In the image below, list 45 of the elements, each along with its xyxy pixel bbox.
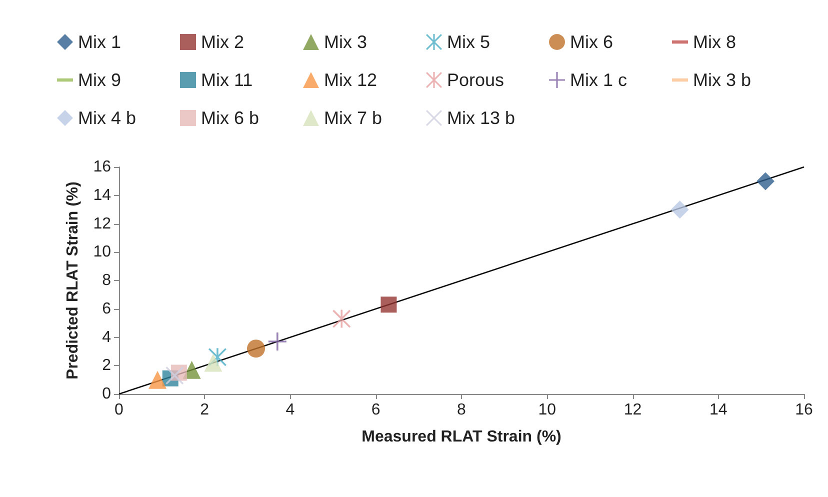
legend-label: Mix 1 xyxy=(78,32,122,52)
y-tick-label: 10 xyxy=(93,244,112,261)
x-tick-label: 14 xyxy=(709,402,728,418)
legend-label: Mix 7 b xyxy=(324,108,382,128)
legend-label: Mix 5 xyxy=(447,32,490,52)
y-tick-label: 8 xyxy=(102,272,112,289)
y-tick-label: 12 xyxy=(93,215,112,232)
point xyxy=(268,332,286,351)
legend-label: Porous xyxy=(447,70,504,90)
x-axis-title: Measured RLAT Strain (%) xyxy=(362,428,562,446)
legend-label: Mix 9 xyxy=(78,70,122,90)
x-tick-label: 4 xyxy=(286,402,295,418)
legend-label: Mix 3 xyxy=(324,32,368,52)
y-tick-label: 14 xyxy=(93,186,112,204)
point xyxy=(332,310,351,328)
point xyxy=(670,200,689,219)
x-tick-label: 2 xyxy=(200,402,210,418)
y-tick-label: 4 xyxy=(102,328,112,346)
x-tick-label: 12 xyxy=(624,402,642,418)
point xyxy=(166,366,184,385)
x-tick-label: 8 xyxy=(457,402,466,418)
y-tick-label: 6 xyxy=(102,300,112,318)
legend-label: Mix 4 b xyxy=(78,108,136,128)
x-tick-label: 0 xyxy=(114,402,124,418)
legend-label: Mix 6 b xyxy=(201,108,260,128)
y-tick-label: 0 xyxy=(102,386,112,402)
y-tick-label: 2 xyxy=(102,357,112,374)
point xyxy=(247,340,265,358)
y-axis-title: Predicted RLAT Strain (%) xyxy=(64,182,82,380)
legend-label: Mix 1 c xyxy=(570,70,628,90)
y-tick-label: 16 xyxy=(93,158,112,176)
point xyxy=(380,296,397,313)
point xyxy=(204,354,222,372)
legend-label: Mix 12 xyxy=(324,70,378,90)
legend-label: Mix 11 xyxy=(201,70,253,90)
point xyxy=(148,370,167,389)
x-tick-label: 6 xyxy=(371,402,380,418)
legend-label: Mix 13 b xyxy=(447,108,516,128)
legend-label: Mix 2 xyxy=(201,32,244,52)
legend-label: Mix 6 xyxy=(570,32,614,52)
x-tick-label: 16 xyxy=(795,402,813,418)
point xyxy=(756,172,774,190)
legend-label: Mix 3 b xyxy=(693,70,752,90)
legend-label: Mix 8 xyxy=(693,32,736,52)
x-tick-label: 10 xyxy=(538,402,556,418)
